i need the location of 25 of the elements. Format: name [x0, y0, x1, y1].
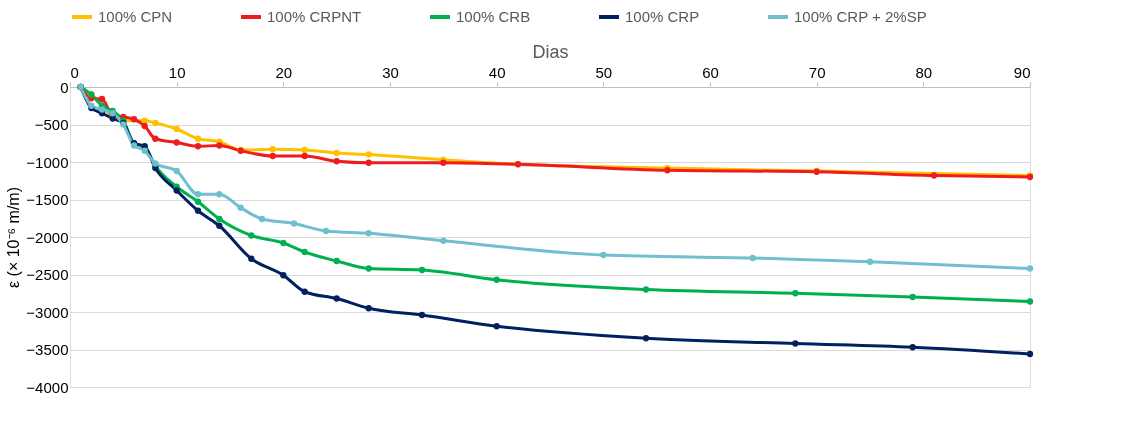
x-tick-label: 70	[808, 63, 826, 81]
y-tick-label: −3500	[26, 341, 69, 358]
y-tick-label: −2000	[26, 228, 69, 246]
x-tick-label: 60	[702, 63, 719, 81]
x-tick-label: 10	[168, 63, 186, 81]
legend-label: 100% CRP	[625, 8, 700, 25]
x-tick-label: 30	[382, 63, 399, 81]
y-tick-label: −3000	[26, 303, 69, 321]
y-axis-title: ε (× 10⁻⁶ m/m)	[5, 187, 23, 288]
legend-label: 100% CPN	[98, 8, 173, 25]
y-tick-label: −4000	[26, 378, 69, 396]
y-tick-label: −1000	[26, 153, 69, 171]
legend-label: 100% CRPNT	[267, 8, 362, 25]
x-tick-label: 80	[915, 63, 933, 81]
legend-label: 100% CRB	[456, 8, 531, 25]
y-tick-label: −2500	[26, 266, 69, 283]
y-tick-label: −1500	[26, 191, 69, 208]
x-tick-label: 40	[488, 63, 506, 81]
x-tick-label: 20	[275, 63, 293, 81]
y-tick-label: −500	[34, 116, 69, 133]
legend-label: 100% CRP + 2%SP	[794, 8, 927, 25]
x-tick-label: 50	[595, 63, 613, 81]
x-tick-label: 90	[1013, 63, 1031, 81]
y-tick-label: 0	[60, 78, 69, 96]
x-axis-title: Dias	[532, 41, 569, 62]
